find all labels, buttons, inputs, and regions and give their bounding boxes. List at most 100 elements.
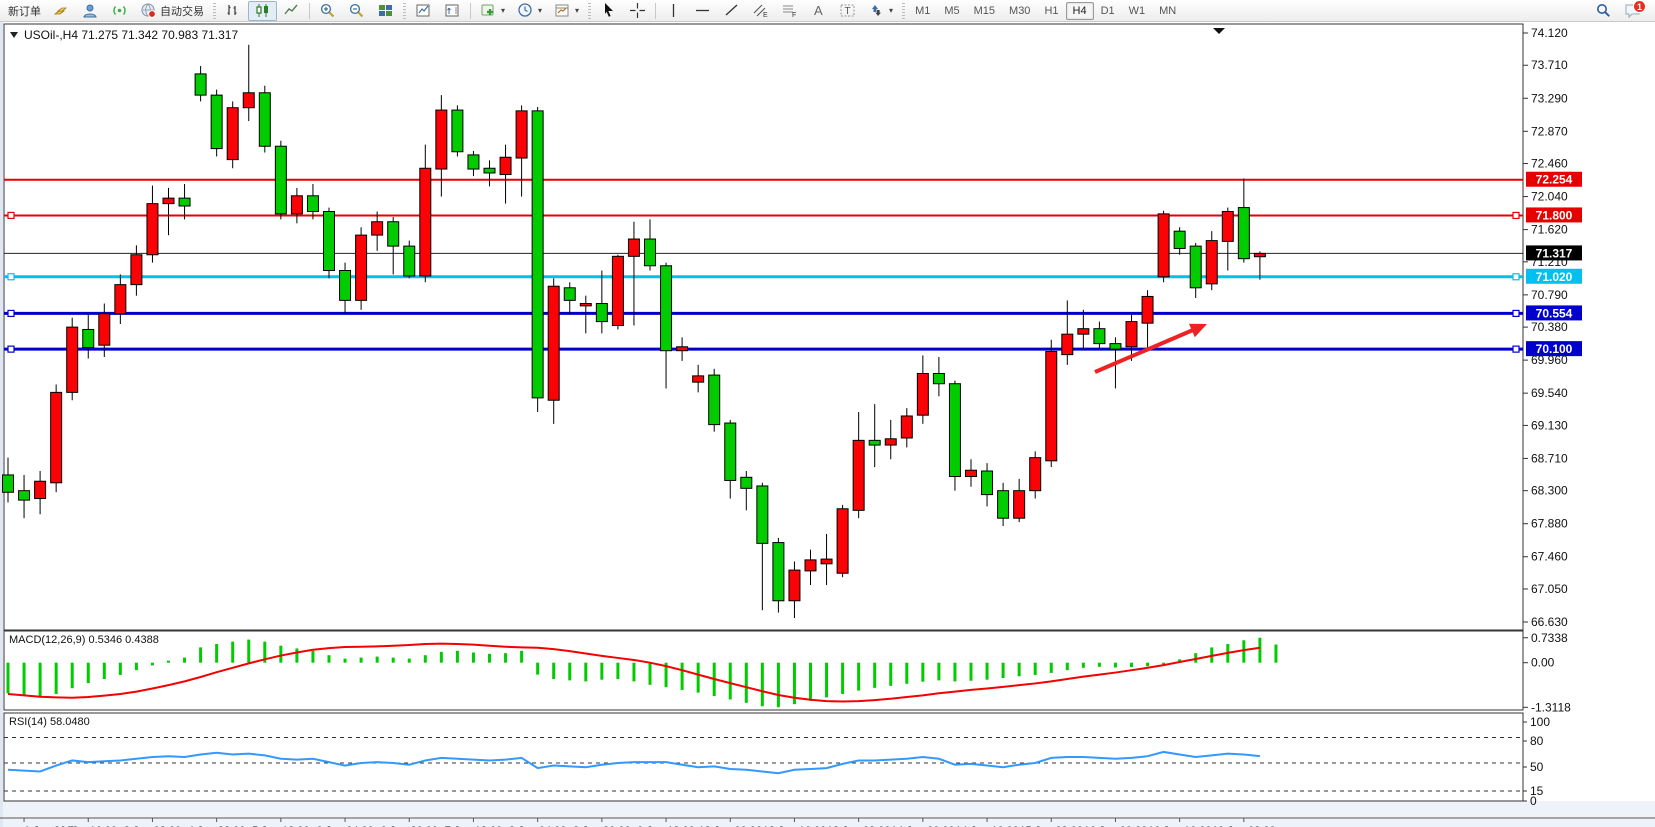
candle[interactable] xyxy=(1221,211,1234,242)
timeframe-button-m15[interactable]: M15 xyxy=(973,4,996,17)
candle[interactable] xyxy=(419,167,432,277)
timeframe-button-m5[interactable]: M5 xyxy=(944,4,960,17)
candle[interactable] xyxy=(178,197,191,207)
candle[interactable] xyxy=(339,269,352,301)
candle[interactable] xyxy=(772,542,785,602)
label-button[interactable]: T xyxy=(833,1,862,21)
chat-button[interactable]: 1 xyxy=(1618,0,1647,21)
candle[interactable] xyxy=(644,238,656,267)
candle[interactable] xyxy=(852,439,865,511)
bar-chart-button[interactable] xyxy=(219,1,248,21)
chart-collapse-icon[interactable] xyxy=(1213,28,1225,34)
candle[interactable] xyxy=(788,569,801,602)
candle[interactable] xyxy=(1093,328,1106,345)
line-handle[interactable] xyxy=(7,309,15,318)
candle[interactable] xyxy=(114,284,127,315)
horizontal-line-button[interactable] xyxy=(688,1,717,21)
period-button[interactable]: ▾ xyxy=(511,1,548,21)
candle[interactable] xyxy=(1029,457,1042,492)
candle[interactable] xyxy=(371,221,384,236)
candle[interactable] xyxy=(900,415,913,439)
candle[interactable] xyxy=(194,73,207,96)
candle[interactable] xyxy=(627,238,640,257)
candle[interactable] xyxy=(1013,490,1026,519)
candle[interactable] xyxy=(66,326,79,393)
candle[interactable] xyxy=(34,480,47,500)
candle[interactable] xyxy=(98,313,111,346)
candle[interactable] xyxy=(547,285,560,401)
candlestick-chart-button[interactable] xyxy=(248,0,277,21)
arrows-button[interactable]: ▾ xyxy=(862,1,899,21)
arrange-cursor-button[interactable] xyxy=(438,1,467,21)
candle[interactable] xyxy=(1125,321,1138,348)
timeframe-button-m1[interactable]: M1 xyxy=(915,4,931,17)
candle[interactable] xyxy=(1141,295,1154,324)
tile-windows-button[interactable] xyxy=(371,1,400,21)
candle[interactable] xyxy=(162,197,175,205)
candle[interactable] xyxy=(1205,240,1218,285)
notification-badge[interactable]: 1 xyxy=(1633,0,1646,13)
candle[interactable] xyxy=(660,265,673,352)
candle[interactable] xyxy=(724,422,737,481)
candle[interactable] xyxy=(563,287,576,301)
candle[interactable] xyxy=(579,303,592,307)
chart-canvas[interactable]: 74.120 73.710 73.290 72.870 72.460 72.040 71.6… xyxy=(0,22,1655,827)
candle[interactable] xyxy=(997,490,1010,519)
candle[interactable] xyxy=(403,245,416,277)
candle[interactable] xyxy=(948,383,961,478)
cursor-button[interactable] xyxy=(594,1,623,21)
candle[interactable] xyxy=(1189,245,1202,289)
search-button[interactable] xyxy=(1589,1,1618,21)
line-handle[interactable] xyxy=(1512,211,1520,220)
line-handle[interactable] xyxy=(7,273,15,281)
candle[interactable] xyxy=(836,508,849,574)
candle[interactable] xyxy=(467,154,480,170)
candle[interactable] xyxy=(242,92,255,109)
candle[interactable] xyxy=(130,254,143,286)
equidistant-channel-button[interactable]: E xyxy=(746,1,775,21)
crosshair-button[interactable] xyxy=(623,1,652,21)
candle[interactable] xyxy=(981,470,994,496)
chart-window[interactable]: USOil-,H4 71.275 71.342 70.983 71.317 74… xyxy=(0,22,1655,827)
candle[interactable] xyxy=(483,167,496,174)
candle[interactable] xyxy=(1253,252,1266,258)
timeframe-button-m30[interactable]: M30 xyxy=(1009,4,1031,17)
chevron-down-icon[interactable]: ▾ xyxy=(501,6,506,15)
candle[interactable] xyxy=(916,373,929,416)
candle[interactable] xyxy=(676,346,689,352)
candle[interactable] xyxy=(355,234,368,301)
timeframe-button-h1[interactable]: H1 xyxy=(1044,4,1059,17)
candle[interactable] xyxy=(290,195,303,215)
add-indicator-button[interactable]: ▾ xyxy=(474,1,511,21)
candle[interactable] xyxy=(868,439,881,446)
fibonacci-button[interactable]: F xyxy=(775,1,804,21)
candle[interactable] xyxy=(1109,343,1122,350)
candle[interactable] xyxy=(274,145,287,215)
candle[interactable] xyxy=(1045,350,1058,462)
candle[interactable] xyxy=(595,303,608,323)
candle[interactable] xyxy=(499,156,512,176)
candle[interactable] xyxy=(323,211,335,271)
new-order-button[interactable]: 新订单 xyxy=(8,5,41,18)
candle[interactable] xyxy=(226,107,239,161)
trendline-button[interactable] xyxy=(717,1,746,21)
rsi-pane[interactable] xyxy=(3,712,1524,802)
line-handle[interactable] xyxy=(1512,273,1520,281)
arrange-window-button[interactable] xyxy=(409,1,438,21)
candle[interactable] xyxy=(82,328,95,349)
candle[interactable] xyxy=(146,203,159,256)
candle[interactable] xyxy=(932,373,945,385)
candle[interactable] xyxy=(1173,230,1186,249)
candle[interactable] xyxy=(1237,207,1250,260)
text-button[interactable]: A xyxy=(804,1,833,21)
candle[interactable] xyxy=(531,110,544,399)
candle[interactable] xyxy=(740,476,753,489)
candle[interactable] xyxy=(884,438,897,446)
candle[interactable] xyxy=(692,375,705,383)
candle[interactable] xyxy=(1157,213,1170,278)
candle[interactable] xyxy=(1061,333,1074,356)
zoom-in-button[interactable] xyxy=(313,1,342,21)
candle[interactable] xyxy=(1077,328,1090,335)
timeframe-button-w1[interactable]: W1 xyxy=(1128,4,1146,17)
candle[interactable] xyxy=(435,109,448,170)
